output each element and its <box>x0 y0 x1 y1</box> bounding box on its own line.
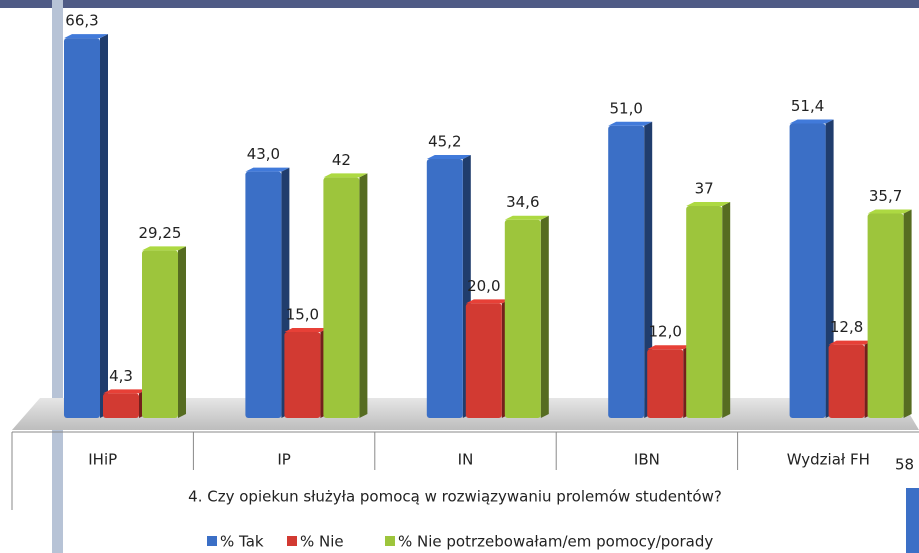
legend-label: % Nie potrzebowałam/em pomocy/porady <box>398 533 713 551</box>
bar <box>323 173 368 418</box>
bar <box>608 121 653 419</box>
cropped-label: 58 <box>895 456 914 474</box>
bar <box>686 201 731 418</box>
legend-swatch <box>287 536 297 546</box>
bar-top <box>828 340 873 345</box>
value-label: 37 <box>695 179 714 197</box>
bar-side <box>903 209 912 418</box>
bar-top <box>789 119 834 124</box>
bar-top <box>142 246 186 251</box>
legend-swatch <box>207 536 217 546</box>
value-label: 51,4 <box>791 97 824 115</box>
bar-side <box>100 34 108 418</box>
bar <box>465 299 510 418</box>
bar-top <box>608 121 653 126</box>
bar-side <box>178 246 186 418</box>
bar-top <box>426 155 471 160</box>
x-tick-label: IBN <box>634 451 660 469</box>
bar-front <box>867 213 904 418</box>
bar-front <box>323 177 360 418</box>
x-tick-label: IP <box>277 451 290 469</box>
bar-front <box>828 344 865 418</box>
bar-front <box>103 393 139 418</box>
legend-swatch <box>385 536 395 546</box>
bar-top <box>465 299 510 304</box>
cropped-mark <box>906 488 919 553</box>
bar <box>245 167 290 418</box>
bar-side <box>540 215 549 418</box>
bar-top <box>647 345 692 350</box>
x-tick-label: IHiP <box>88 451 117 469</box>
bar-top <box>686 201 731 206</box>
bar-front <box>686 205 723 418</box>
bar-top <box>245 167 290 172</box>
value-label: 35,7 <box>869 187 902 205</box>
bar-front <box>789 123 826 418</box>
bar-front <box>64 38 100 418</box>
bar-front <box>426 159 463 418</box>
bar <box>867 209 912 418</box>
x-tick-label: Wydział FH <box>787 451 870 469</box>
legend-label: % Nie <box>300 533 344 551</box>
bar <box>828 340 873 418</box>
bar-front <box>142 250 178 418</box>
bar-top <box>103 389 147 394</box>
bar-side <box>722 201 731 418</box>
bar-side <box>359 173 368 418</box>
bar-top <box>504 215 549 220</box>
bar <box>789 119 834 418</box>
bar <box>284 328 329 418</box>
value-label: 15,0 <box>286 306 319 324</box>
legend-label: % Tak <box>220 533 264 551</box>
bar <box>504 215 549 418</box>
value-label: 29,25 <box>139 224 182 242</box>
bar <box>647 345 692 418</box>
bar <box>64 34 108 418</box>
value-label: 12,8 <box>830 318 863 336</box>
x-tick-label: IN <box>458 451 474 469</box>
value-label: 34,6 <box>506 193 539 211</box>
bar-front <box>647 349 684 418</box>
bar-top <box>323 173 368 178</box>
value-label: 20,0 <box>467 277 500 295</box>
value-label: 42 <box>332 151 351 169</box>
bar <box>103 389 147 418</box>
value-label: 45,2 <box>428 133 461 151</box>
bar-front <box>245 171 282 418</box>
value-label: 4,3 <box>109 367 133 385</box>
bar <box>142 246 186 418</box>
bar-side <box>644 121 653 419</box>
bar-front <box>465 303 502 418</box>
value-label: 12,0 <box>648 323 681 341</box>
value-label: 43,0 <box>247 145 280 163</box>
value-label: 51,0 <box>609 99 642 117</box>
chart-title: 4. Czy opiekun służyła pomocą w rozwiązy… <box>188 488 722 506</box>
bar <box>426 155 471 418</box>
bar-front <box>608 125 645 419</box>
bar-front <box>504 219 541 418</box>
bar-front <box>284 332 321 418</box>
bar-top <box>64 34 108 39</box>
left-band <box>52 0 63 553</box>
top-band <box>0 0 919 8</box>
bar-top <box>867 209 912 214</box>
bar-top <box>284 328 329 333</box>
value-label: 66,3 <box>65 12 98 30</box>
category-table <box>11 431 919 510</box>
